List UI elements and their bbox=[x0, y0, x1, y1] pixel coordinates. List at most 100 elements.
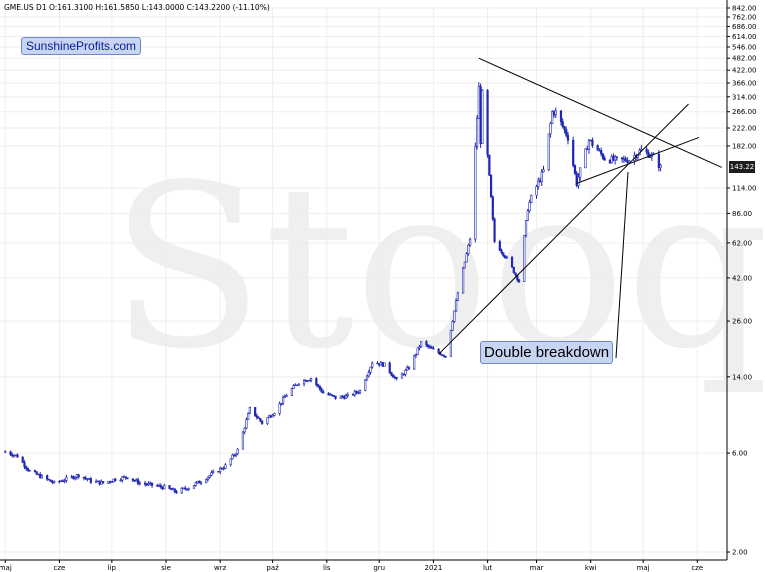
candle bbox=[322, 389, 325, 394]
y-tick-label: 762.00 bbox=[732, 13, 757, 21]
candle bbox=[149, 481, 152, 486]
candle bbox=[444, 355, 447, 359]
candle bbox=[37, 473, 40, 476]
y-tick-label: 222.00 bbox=[732, 125, 757, 133]
candle bbox=[70, 474, 73, 479]
candle bbox=[60, 479, 63, 483]
candle bbox=[9, 450, 12, 456]
candle bbox=[269, 414, 272, 419]
candle bbox=[185, 488, 189, 491]
candle bbox=[173, 488, 176, 494]
candle bbox=[74, 476, 77, 481]
last-price-badge: 143.22 bbox=[729, 161, 755, 174]
candle bbox=[364, 378, 367, 392]
x-tick-label: mar bbox=[530, 564, 544, 572]
candle bbox=[469, 237, 472, 247]
candle bbox=[206, 476, 210, 482]
y-tick-label: 14.00 bbox=[732, 373, 752, 381]
candle bbox=[542, 165, 545, 173]
candle bbox=[486, 89, 489, 158]
candle bbox=[25, 465, 28, 471]
candle bbox=[96, 480, 99, 482]
candle bbox=[58, 480, 61, 484]
candle bbox=[241, 431, 245, 450]
x-tick-label: kwi bbox=[585, 564, 597, 572]
candle bbox=[442, 354, 445, 358]
candle bbox=[462, 266, 465, 294]
candle bbox=[451, 320, 454, 331]
candle bbox=[77, 473, 80, 479]
candle bbox=[159, 483, 162, 489]
candle bbox=[535, 184, 538, 199]
candle bbox=[84, 475, 87, 481]
candle bbox=[273, 412, 276, 417]
candle bbox=[614, 154, 617, 165]
candle bbox=[100, 479, 103, 485]
candle bbox=[621, 157, 624, 163]
y-tick-label: 842.00 bbox=[732, 5, 757, 13]
candle bbox=[577, 173, 580, 189]
candle bbox=[236, 447, 239, 456]
candle bbox=[390, 371, 393, 377]
candle bbox=[297, 383, 300, 387]
candle bbox=[248, 406, 252, 414]
candle bbox=[540, 169, 543, 187]
candle bbox=[135, 478, 138, 482]
y-tick-label: 686.00 bbox=[732, 23, 757, 31]
candle bbox=[477, 82, 480, 120]
candle bbox=[285, 393, 288, 397]
x-tick-label: gru bbox=[373, 564, 385, 572]
x-axis: maj cze lip sie wrz paź lis gru 2021 lut mar kwi maj… bbox=[0, 559, 727, 572]
candle bbox=[315, 377, 318, 387]
candle bbox=[413, 354, 416, 370]
candle bbox=[489, 174, 493, 198]
candle bbox=[180, 486, 183, 494]
candle bbox=[145, 482, 148, 487]
y-tick-label: 86.00 bbox=[732, 210, 752, 218]
y-tick-label: 614.00 bbox=[732, 33, 757, 41]
candle bbox=[222, 466, 225, 471]
candle bbox=[28, 469, 31, 472]
candle bbox=[271, 413, 274, 418]
candle bbox=[290, 387, 293, 397]
candle bbox=[657, 150, 660, 172]
candle bbox=[572, 136, 575, 168]
candle bbox=[502, 252, 505, 258]
candle bbox=[573, 164, 577, 176]
candle bbox=[26, 467, 30, 472]
candle bbox=[414, 353, 418, 358]
candle bbox=[119, 478, 122, 482]
candle bbox=[35, 471, 38, 475]
candle bbox=[524, 220, 528, 238]
candle bbox=[198, 480, 201, 484]
candle bbox=[584, 148, 587, 169]
candle bbox=[491, 195, 494, 221]
candle bbox=[131, 478, 134, 482]
candle bbox=[247, 412, 250, 420]
candle bbox=[170, 487, 173, 491]
candle bbox=[199, 480, 203, 486]
candle bbox=[147, 481, 150, 486]
candle bbox=[549, 121, 552, 138]
candle bbox=[136, 477, 140, 486]
y-tick-label: 42.00 bbox=[732, 274, 752, 282]
candle bbox=[187, 487, 190, 491]
candle bbox=[302, 378, 306, 387]
trendline bbox=[576, 136, 700, 184]
candle bbox=[523, 234, 526, 282]
candle bbox=[488, 154, 491, 177]
y-tick-label: 482.00 bbox=[732, 55, 757, 63]
candle bbox=[475, 115, 479, 150]
candles-series bbox=[4, 82, 662, 494]
candle bbox=[150, 482, 154, 488]
candle bbox=[392, 373, 395, 378]
y-tick-label: 62.00 bbox=[732, 239, 752, 247]
candle bbox=[551, 110, 554, 124]
candle bbox=[579, 167, 582, 181]
candle bbox=[400, 372, 404, 379]
candle bbox=[430, 345, 433, 349]
candle bbox=[517, 278, 521, 284]
candle bbox=[355, 390, 358, 395]
candle bbox=[530, 194, 533, 204]
